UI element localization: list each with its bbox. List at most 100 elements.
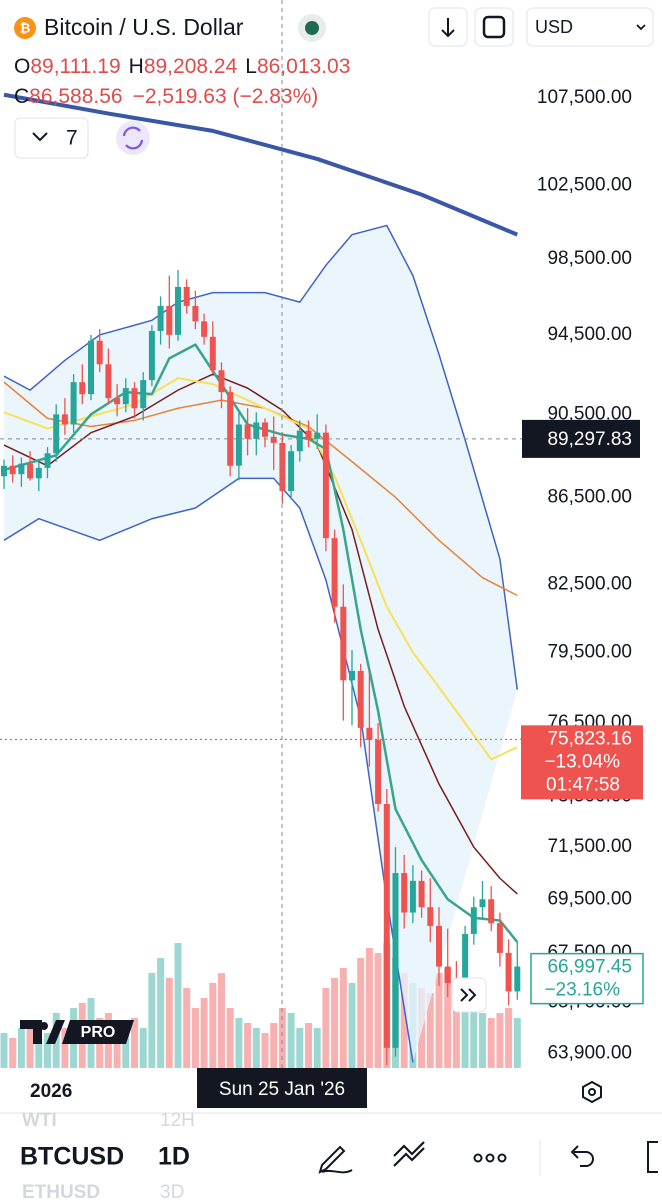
last-price: 75,823.16 <box>547 728 632 749</box>
last-price-change: −13.04% <box>544 751 620 772</box>
candle-body <box>322 432 329 539</box>
candle-body <box>192 305 199 322</box>
ohlc-value: 89,208.24 <box>144 55 238 78</box>
panel-button[interactable] <box>647 1141 658 1173</box>
volume-bar <box>174 943 182 1068</box>
volume-bar <box>513 1018 521 1068</box>
volume-bar <box>313 1028 321 1068</box>
candle-body <box>140 380 147 409</box>
candle-body <box>175 286 181 335</box>
y-tick-label: 71,500.00 <box>547 836 632 857</box>
candle-body <box>148 330 155 381</box>
candle-body <box>392 873 399 1048</box>
currency-select[interactable] <box>526 7 654 47</box>
candle-body <box>61 414 68 425</box>
candle-body <box>270 436 277 443</box>
tv-logo: PRO <box>20 1020 134 1044</box>
volume-bar <box>148 973 156 1068</box>
ohlc-key: L <box>245 55 257 78</box>
candle-body <box>70 382 77 425</box>
volume-bar <box>435 973 443 1068</box>
volume-bar <box>331 978 339 1068</box>
candle-body <box>96 340 103 365</box>
close-line: C86,588.56 −2,519.63 (−2.83%) <box>14 85 318 108</box>
volume-bar <box>400 973 408 1068</box>
ohlc-line: O89,111.19 H89,208.24 L86,013.03 <box>14 55 350 78</box>
y-tick-label: 94,500.00 <box>547 324 632 345</box>
volume-bar <box>305 1023 312 1068</box>
candle-body <box>122 388 129 405</box>
crosshair-date: Sun 25 Jan '26 <box>219 1079 345 1100</box>
volume-bar <box>252 1028 260 1068</box>
status-dot <box>305 21 319 35</box>
volume-bar <box>261 1033 269 1068</box>
volume-bar <box>35 1038 43 1068</box>
y-tick-label: 69,500.00 <box>547 888 632 909</box>
candle-body <box>375 739 382 804</box>
scroll-to-realtime[interactable] <box>451 977 487 1013</box>
volume-bar <box>26 1023 34 1068</box>
candle-body <box>418 880 425 908</box>
trend-tool[interactable] <box>393 1141 425 1167</box>
indicators-toggle[interactable] <box>14 117 89 159</box>
candle-body <box>357 670 364 728</box>
volume-bar <box>365 948 373 1068</box>
select-chevron <box>636 24 646 31</box>
draw-tool[interactable] <box>318 1145 353 1174</box>
volume-bar <box>17 1028 25 1068</box>
candle-body <box>35 467 42 479</box>
candle-body <box>18 463 25 475</box>
candle-body <box>436 925 442 967</box>
next-symbol: ETHUSD <box>22 1182 100 1200</box>
change-value: −2,519.63 (−2.83%) <box>133 85 319 108</box>
compare-price-box <box>530 952 644 1005</box>
logo-text: PRO <box>81 1024 116 1041</box>
undo-button[interactable] <box>570 1145 594 1167</box>
volume-bar <box>244 1023 252 1068</box>
candle-body <box>383 803 390 1048</box>
candle-body <box>227 392 234 466</box>
candle-body <box>444 966 451 984</box>
candle-body <box>505 952 512 992</box>
download-icon <box>441 18 455 38</box>
candle-body <box>366 727 373 740</box>
volume-bar <box>61 1028 69 1068</box>
logo-mark <box>20 1020 65 1044</box>
candle-body <box>9 465 16 475</box>
volume-bar <box>357 958 365 1068</box>
candle-body <box>470 907 477 934</box>
symbol[interactable]: BTCUSD <box>20 1143 124 1171</box>
fullscreen-icon <box>482 15 506 39</box>
volume-bar <box>426 993 434 1068</box>
sync-button[interactable] <box>116 121 150 155</box>
volume-bar <box>165 978 173 1068</box>
volume-bar <box>218 973 225 1068</box>
volume-bar <box>191 1008 199 1068</box>
settings-icon[interactable] <box>582 1080 602 1104</box>
volume-bar <box>452 998 460 1068</box>
candle-body <box>218 370 225 393</box>
y-tick-label: 79,500.00 <box>547 641 632 662</box>
year-label: 2026 <box>30 1081 72 1102</box>
candle-body <box>409 880 416 913</box>
volume-bar <box>487 1018 495 1068</box>
volume-bar <box>44 1033 51 1068</box>
y-tick-label: 82,500.00 <box>547 573 632 594</box>
moving-average <box>3 92 519 237</box>
y-tick-label: 86,500.00 <box>547 486 632 507</box>
candle-body <box>209 336 216 371</box>
candle-body <box>79 382 86 395</box>
scroll-icon <box>460 988 477 1002</box>
price-axis: 107,500.00 102,500.00 98,500.00 94,500.00 90… <box>521 87 644 1064</box>
more-button[interactable] <box>473 1153 507 1163</box>
candle-body <box>1 465 7 477</box>
volume-bar <box>131 1018 138 1068</box>
interval[interactable]: 1D <box>158 1143 190 1171</box>
candle-body <box>288 451 295 491</box>
volume-bar <box>296 1028 304 1068</box>
fullscreen-button[interactable] <box>474 7 514 47</box>
sync-icon <box>122 126 144 150</box>
ohlc-value: 89,111.19 <box>30 55 120 78</box>
candle-body <box>114 398 121 405</box>
